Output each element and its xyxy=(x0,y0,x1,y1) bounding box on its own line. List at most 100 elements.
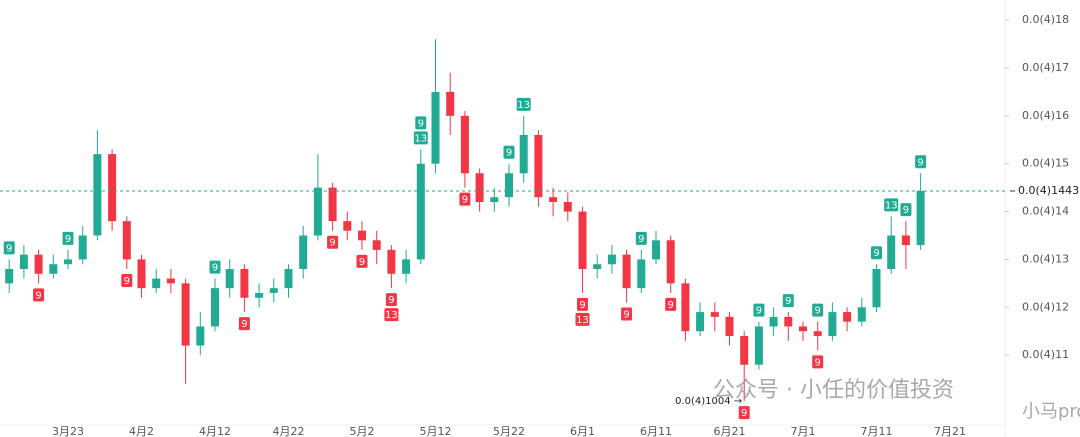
signal-label: 9 xyxy=(418,118,424,129)
x-tick-label: 6月21 xyxy=(714,425,746,437)
candle-body xyxy=(78,235,87,260)
signal-label: 13 xyxy=(517,100,530,111)
signal-badge xyxy=(415,116,427,130)
candle-body xyxy=(255,292,264,298)
plot: 0.0(4)11 0.0(4)12 0.0(4)13 0.0(4)14 0.0(4)15… xyxy=(0,13,1069,437)
candle-body xyxy=(313,187,322,236)
candle-body xyxy=(549,197,558,202)
candle-body xyxy=(5,268,14,284)
signal-badge xyxy=(665,297,677,311)
candle-body xyxy=(490,197,499,202)
x-tick-label: 4月22 xyxy=(273,425,305,437)
candle-body xyxy=(519,134,528,174)
candle-body xyxy=(475,173,484,202)
signal-label: 9 xyxy=(815,357,821,368)
candle-body xyxy=(34,254,43,274)
candle-body xyxy=(828,312,837,337)
y-tick-label: 0.0(4)15 xyxy=(1022,157,1069,170)
signal-badge xyxy=(884,198,899,212)
candle-body xyxy=(19,254,28,269)
watermark-corner: 小马pro xyxy=(1022,401,1080,422)
candle-body xyxy=(843,312,852,322)
signal-badge xyxy=(33,288,45,302)
candle-body xyxy=(681,283,690,332)
candle-body xyxy=(225,268,234,289)
signal-badge xyxy=(413,131,428,145)
candle-body xyxy=(813,331,822,337)
current-price-label: 0.0(4)1443 xyxy=(1018,184,1079,197)
signal-badge xyxy=(738,406,750,420)
candle-body xyxy=(607,254,616,265)
candle-body xyxy=(181,283,190,346)
signal-label: 9 xyxy=(329,238,335,249)
signal-badge xyxy=(575,312,590,326)
signal-label: 9 xyxy=(623,310,629,321)
candle-body xyxy=(666,240,675,284)
signal-badge xyxy=(753,303,765,317)
signal-label: 9 xyxy=(388,295,394,306)
signal-label: 9 xyxy=(638,234,644,245)
signal-badge xyxy=(384,308,399,322)
signal-label: 13 xyxy=(576,315,589,326)
signal-badge xyxy=(238,317,250,331)
signal-badge xyxy=(516,97,531,111)
signal-label: 9 xyxy=(579,300,585,311)
signal-badge xyxy=(577,297,588,311)
x-tick-label: 4月2 xyxy=(129,425,154,437)
y-tick-label: 0.0(4)11 xyxy=(1022,348,1069,361)
candle-body xyxy=(49,264,58,274)
candle-body xyxy=(387,249,396,274)
candle-body xyxy=(534,134,543,198)
signal-badge xyxy=(385,293,397,307)
x-tick-label: 5月2 xyxy=(350,425,375,437)
candle-body xyxy=(710,312,719,317)
signal-label: 9 xyxy=(6,243,12,254)
candle-body xyxy=(901,235,910,246)
signal-badge xyxy=(621,307,633,321)
candle-body xyxy=(725,316,734,337)
x-tick-label: 4月12 xyxy=(199,425,231,437)
candle-body xyxy=(637,259,646,289)
signal-badge xyxy=(121,273,133,287)
candle-body xyxy=(416,163,425,260)
signal-label: 9 xyxy=(741,408,747,419)
candle-body xyxy=(578,211,587,269)
watermark: 公众号 · 小任的价值投资 xyxy=(713,378,954,403)
signal-label: 9 xyxy=(785,296,791,307)
signal-label: 9 xyxy=(35,290,41,301)
candle-body xyxy=(887,235,896,269)
candle-body xyxy=(328,187,337,222)
y-tick-label: 0.0(4)12 xyxy=(1022,300,1069,313)
signal-label: 9 xyxy=(873,248,879,259)
candle-body xyxy=(211,288,219,327)
signal-label: 13 xyxy=(885,200,898,211)
candle-body xyxy=(652,240,660,260)
signal-label: 9 xyxy=(359,257,365,268)
signal-badge xyxy=(62,231,74,245)
candle-body xyxy=(402,259,411,274)
x-tick-label: 5月22 xyxy=(493,425,525,437)
candle-body xyxy=(754,326,763,365)
candle-body xyxy=(137,259,146,289)
y-tick-label: 0.0(4)13 xyxy=(1022,252,1069,265)
candle-body xyxy=(284,268,293,289)
candle-body xyxy=(784,316,793,327)
candle-body xyxy=(563,201,572,212)
candle-body xyxy=(916,190,925,246)
signal-label: 9 xyxy=(462,195,468,206)
candle-body xyxy=(93,154,102,236)
candle-body xyxy=(740,336,749,365)
y-tick-label: 0.0(4)16 xyxy=(1022,109,1069,122)
signal-badge xyxy=(812,303,824,317)
candle-body xyxy=(769,316,778,327)
signal-badge xyxy=(871,246,882,260)
signal-label: 9 xyxy=(668,300,674,311)
signal-label: 9 xyxy=(124,276,130,287)
x-tick-label: 7月21 xyxy=(934,425,966,437)
signal-label: 9 xyxy=(756,306,762,317)
x-tick-label: 6月11 xyxy=(640,425,672,437)
signal-badge xyxy=(782,294,794,308)
candle-body xyxy=(122,221,131,260)
x-tick-label: 7月11 xyxy=(861,425,893,437)
